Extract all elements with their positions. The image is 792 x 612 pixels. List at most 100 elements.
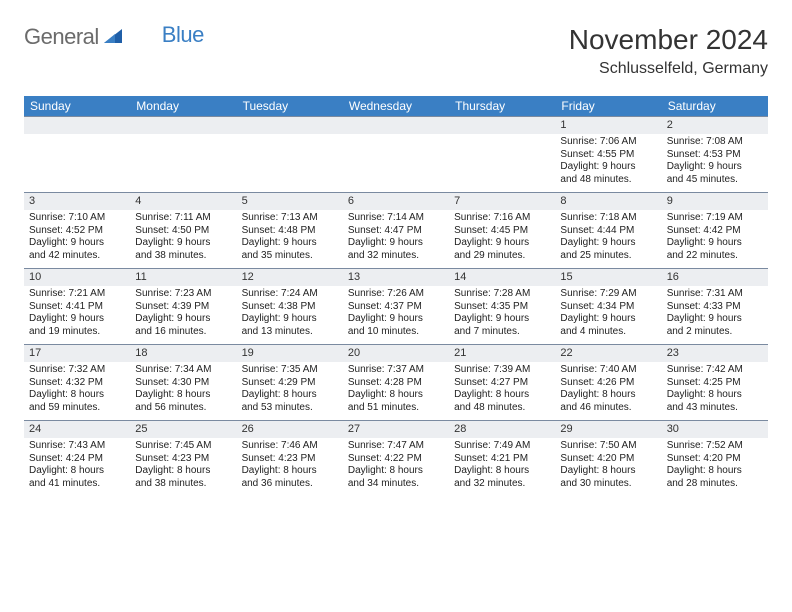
day-detail: Sunrise: 7:50 AMSunset: 4:20 PMDaylight:…: [555, 438, 661, 494]
sunrise-text: Sunrise: 7:13 AM: [242, 212, 338, 225]
daylight-text-1: Daylight: 8 hours: [454, 389, 550, 402]
sunrise-text: Sunrise: 7:52 AM: [667, 440, 763, 453]
day-number: 7: [449, 193, 555, 210]
day-detail: Sunrise: 7:47 AMSunset: 4:22 PMDaylight:…: [343, 438, 449, 494]
day-detail: Sunrise: 7:16 AMSunset: 4:45 PMDaylight:…: [449, 210, 555, 266]
sunset-text: Sunset: 4:44 PM: [560, 225, 656, 238]
calendar-day-cell: 20Sunrise: 7:37 AMSunset: 4:28 PMDayligh…: [343, 345, 449, 421]
day-detail: Sunrise: 7:34 AMSunset: 4:30 PMDaylight:…: [130, 362, 236, 418]
daylight-text-2: and 41 minutes.: [29, 478, 125, 491]
daylight-text-2: and 13 minutes.: [242, 326, 338, 339]
day-detail: Sunrise: 7:26 AMSunset: 4:37 PMDaylight:…: [343, 286, 449, 342]
calendar-day-cell: 1Sunrise: 7:06 AMSunset: 4:55 PMDaylight…: [555, 117, 661, 193]
sunrise-text: Sunrise: 7:31 AM: [667, 288, 763, 301]
day-detail: Sunrise: 7:42 AMSunset: 4:25 PMDaylight:…: [662, 362, 768, 418]
sunset-text: Sunset: 4:30 PM: [135, 377, 231, 390]
day-number: 4: [130, 193, 236, 210]
day-number: 9: [662, 193, 768, 210]
daylight-text-2: and 25 minutes.: [560, 250, 656, 263]
calendar-week-row: 1Sunrise: 7:06 AMSunset: 4:55 PMDaylight…: [24, 117, 768, 193]
sunrise-text: Sunrise: 7:39 AM: [454, 364, 550, 377]
sunset-text: Sunset: 4:45 PM: [454, 225, 550, 238]
daylight-text-2: and 28 minutes.: [667, 478, 763, 491]
calendar-day-cell: 25Sunrise: 7:45 AMSunset: 4:23 PMDayligh…: [130, 421, 236, 497]
daylight-text-2: and 51 minutes.: [348, 402, 444, 415]
day-detail: Sunrise: 7:49 AMSunset: 4:21 PMDaylight:…: [449, 438, 555, 494]
sunset-text: Sunset: 4:24 PM: [29, 453, 125, 466]
day-number-empty: [343, 117, 449, 134]
calendar-day-cell: 7Sunrise: 7:16 AMSunset: 4:45 PMDaylight…: [449, 193, 555, 269]
daylight-text-1: Daylight: 9 hours: [348, 237, 444, 250]
page-title: November 2024: [569, 24, 768, 56]
daylight-text-2: and 36 minutes.: [242, 478, 338, 491]
calendar-day-cell: 27Sunrise: 7:47 AMSunset: 4:22 PMDayligh…: [343, 421, 449, 497]
day-detail: Sunrise: 7:14 AMSunset: 4:47 PMDaylight:…: [343, 210, 449, 266]
calendar-day-cell: 6Sunrise: 7:14 AMSunset: 4:47 PMDaylight…: [343, 193, 449, 269]
daylight-text-1: Daylight: 9 hours: [135, 237, 231, 250]
daylight-text-2: and 4 minutes.: [560, 326, 656, 339]
daylight-text-2: and 43 minutes.: [667, 402, 763, 415]
day-detail: Sunrise: 7:45 AMSunset: 4:23 PMDaylight:…: [130, 438, 236, 494]
day-number: 10: [24, 269, 130, 286]
calendar-day-cell: [343, 117, 449, 193]
sunset-text: Sunset: 4:23 PM: [242, 453, 338, 466]
calendar-day-cell: 16Sunrise: 7:31 AMSunset: 4:33 PMDayligh…: [662, 269, 768, 345]
page-header: General Blue November 2024 Schlusselfeld…: [24, 24, 768, 78]
daylight-text-2: and 45 minutes.: [667, 174, 763, 187]
day-number: 30: [662, 421, 768, 438]
daylight-text-2: and 32 minutes.: [348, 250, 444, 263]
day-detail: Sunrise: 7:43 AMSunset: 4:24 PMDaylight:…: [24, 438, 130, 494]
sunset-text: Sunset: 4:29 PM: [242, 377, 338, 390]
logo-text-blue: Blue: [162, 22, 204, 48]
daylight-text-1: Daylight: 9 hours: [348, 313, 444, 326]
day-number: 28: [449, 421, 555, 438]
day-detail: Sunrise: 7:18 AMSunset: 4:44 PMDaylight:…: [555, 210, 661, 266]
sunset-text: Sunset: 4:32 PM: [29, 377, 125, 390]
daylight-text-2: and 56 minutes.: [135, 402, 231, 415]
sunset-text: Sunset: 4:50 PM: [135, 225, 231, 238]
sunset-text: Sunset: 4:23 PM: [135, 453, 231, 466]
location-label: Schlusselfeld, Germany: [569, 60, 768, 78]
daylight-text-2: and 48 minutes.: [454, 402, 550, 415]
sunrise-text: Sunrise: 7:28 AM: [454, 288, 550, 301]
sunrise-text: Sunrise: 7:24 AM: [242, 288, 338, 301]
calendar-day-cell: 14Sunrise: 7:28 AMSunset: 4:35 PMDayligh…: [449, 269, 555, 345]
sunset-text: Sunset: 4:42 PM: [667, 225, 763, 238]
daylight-text-1: Daylight: 8 hours: [667, 389, 763, 402]
calendar-day-cell: 11Sunrise: 7:23 AMSunset: 4:39 PMDayligh…: [130, 269, 236, 345]
daylight-text-2: and 7 minutes.: [454, 326, 550, 339]
sunrise-text: Sunrise: 7:35 AM: [242, 364, 338, 377]
daylight-text-2: and 53 minutes.: [242, 402, 338, 415]
sunrise-text: Sunrise: 7:29 AM: [560, 288, 656, 301]
day-number: 1: [555, 117, 661, 134]
day-number: 17: [24, 345, 130, 362]
weekday-header: Monday: [130, 96, 236, 117]
day-number-empty: [24, 117, 130, 134]
weekday-header: Wednesday: [343, 96, 449, 117]
daylight-text-1: Daylight: 8 hours: [348, 465, 444, 478]
calendar-day-cell: 3Sunrise: 7:10 AMSunset: 4:52 PMDaylight…: [24, 193, 130, 269]
day-number-empty: [449, 117, 555, 134]
daylight-text-2: and 30 minutes.: [560, 478, 656, 491]
sunset-text: Sunset: 4:48 PM: [242, 225, 338, 238]
sunset-text: Sunset: 4:38 PM: [242, 301, 338, 314]
weekday-header: Tuesday: [237, 96, 343, 117]
calendar-table: SundayMondayTuesdayWednesdayThursdayFrid…: [24, 96, 768, 497]
day-detail: Sunrise: 7:52 AMSunset: 4:20 PMDaylight:…: [662, 438, 768, 494]
day-number: 22: [555, 345, 661, 362]
daylight-text-2: and 32 minutes.: [454, 478, 550, 491]
calendar-body: 1Sunrise: 7:06 AMSunset: 4:55 PMDaylight…: [24, 117, 768, 497]
sunrise-text: Sunrise: 7:50 AM: [560, 440, 656, 453]
daylight-text-1: Daylight: 9 hours: [560, 161, 656, 174]
sunrise-text: Sunrise: 7:32 AM: [29, 364, 125, 377]
calendar-day-cell: [130, 117, 236, 193]
sunrise-text: Sunrise: 7:46 AM: [242, 440, 338, 453]
sunrise-text: Sunrise: 7:34 AM: [135, 364, 231, 377]
sunset-text: Sunset: 4:41 PM: [29, 301, 125, 314]
day-number: 8: [555, 193, 661, 210]
day-detail: Sunrise: 7:08 AMSunset: 4:53 PMDaylight:…: [662, 134, 768, 190]
day-detail: Sunrise: 7:40 AMSunset: 4:26 PMDaylight:…: [555, 362, 661, 418]
sunset-text: Sunset: 4:20 PM: [667, 453, 763, 466]
daylight-text-1: Daylight: 8 hours: [454, 465, 550, 478]
daylight-text-1: Daylight: 8 hours: [29, 465, 125, 478]
